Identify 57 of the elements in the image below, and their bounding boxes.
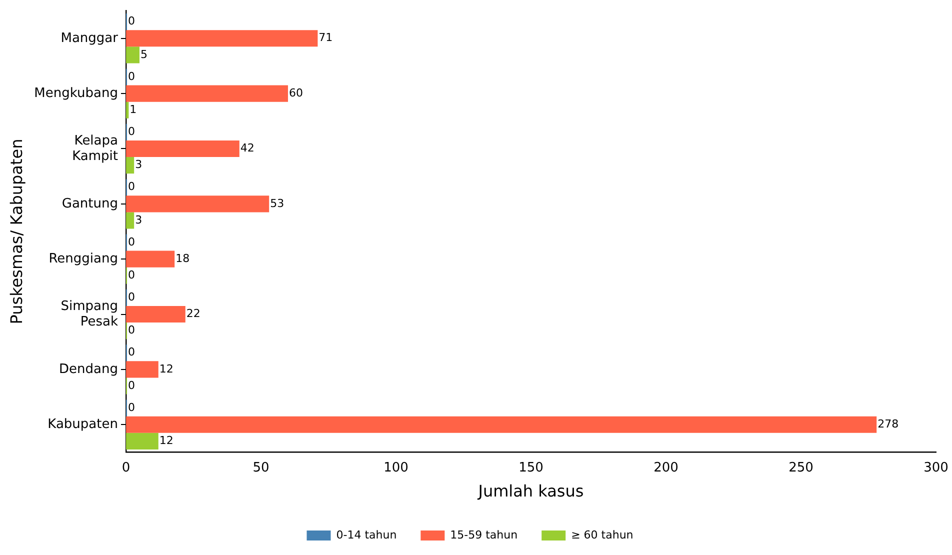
legend-label: 15-59 tahun — [450, 528, 518, 542]
data-label: 3 — [135, 158, 142, 172]
x-tick-label: 150 — [518, 460, 544, 476]
y-tick-label: Renggiang — [48, 251, 118, 266]
data-label: 53 — [270, 196, 284, 210]
data-label: 0 — [128, 14, 135, 28]
data-label: 1 — [130, 102, 137, 116]
data-label: 5 — [140, 48, 148, 61]
data-label: 0 — [128, 180, 135, 194]
bar — [126, 196, 270, 212]
x-tick-label: 250 — [788, 460, 814, 476]
data-label: 0 — [128, 125, 135, 138]
data-label: 18 — [176, 252, 190, 265]
x-tick-label: 300 — [924, 460, 948, 476]
data-label: 0 — [128, 290, 135, 304]
data-label: 0 — [128, 324, 135, 337]
bar — [126, 85, 288, 102]
y-tick-label: Mengkubang — [34, 86, 118, 101]
bar — [126, 250, 175, 268]
data-label: 0 — [128, 70, 135, 83]
data-label: 71 — [318, 31, 333, 44]
data-label: 3 — [135, 213, 142, 226]
y-tick-label: Gantung — [62, 196, 118, 212]
bar — [126, 212, 134, 229]
bar — [126, 140, 240, 158]
x-tick-label: 0 — [122, 460, 130, 476]
y-tick-label: Kelapa Kampit — [72, 133, 118, 164]
bar — [126, 416, 877, 433]
data-label: 12 — [159, 434, 174, 448]
data-label: 0 — [128, 268, 135, 282]
legend-label: 0-14 tahun — [336, 528, 397, 542]
data-label: 12 — [159, 362, 174, 376]
y-tick-label: Simpang Pesak — [60, 298, 118, 330]
bar — [126, 102, 129, 118]
data-label: 0 — [128, 346, 135, 359]
x-axis-title: Jumlah kasus — [477, 482, 584, 501]
data-label: 0 — [128, 400, 135, 414]
data-label: 60 — [288, 86, 303, 100]
y-tick-label: Dendang — [59, 362, 118, 377]
legend-label: ≥ 60 tahun — [571, 528, 634, 542]
data-label: 0 — [128, 235, 135, 248]
y-tick-label: Manggar — [60, 30, 119, 46]
bar — [126, 157, 134, 174]
bar — [126, 30, 318, 47]
x-tick-label: 100 — [384, 460, 408, 476]
y-axis-title: Puskesmas/ Kabupaten — [6, 138, 26, 324]
data-label: 42 — [240, 142, 254, 155]
data-label: 22 — [186, 307, 200, 320]
data-label: 278 — [878, 417, 899, 430]
x-tick-label: 200 — [654, 460, 678, 476]
bar — [126, 432, 158, 450]
bar — [126, 361, 158, 378]
x-tick-label: 50 — [252, 460, 270, 476]
bar — [126, 46, 140, 64]
y-tick-label: Kabupaten — [48, 416, 118, 432]
data-label: 0 — [128, 378, 135, 392]
bar — [126, 306, 186, 323]
